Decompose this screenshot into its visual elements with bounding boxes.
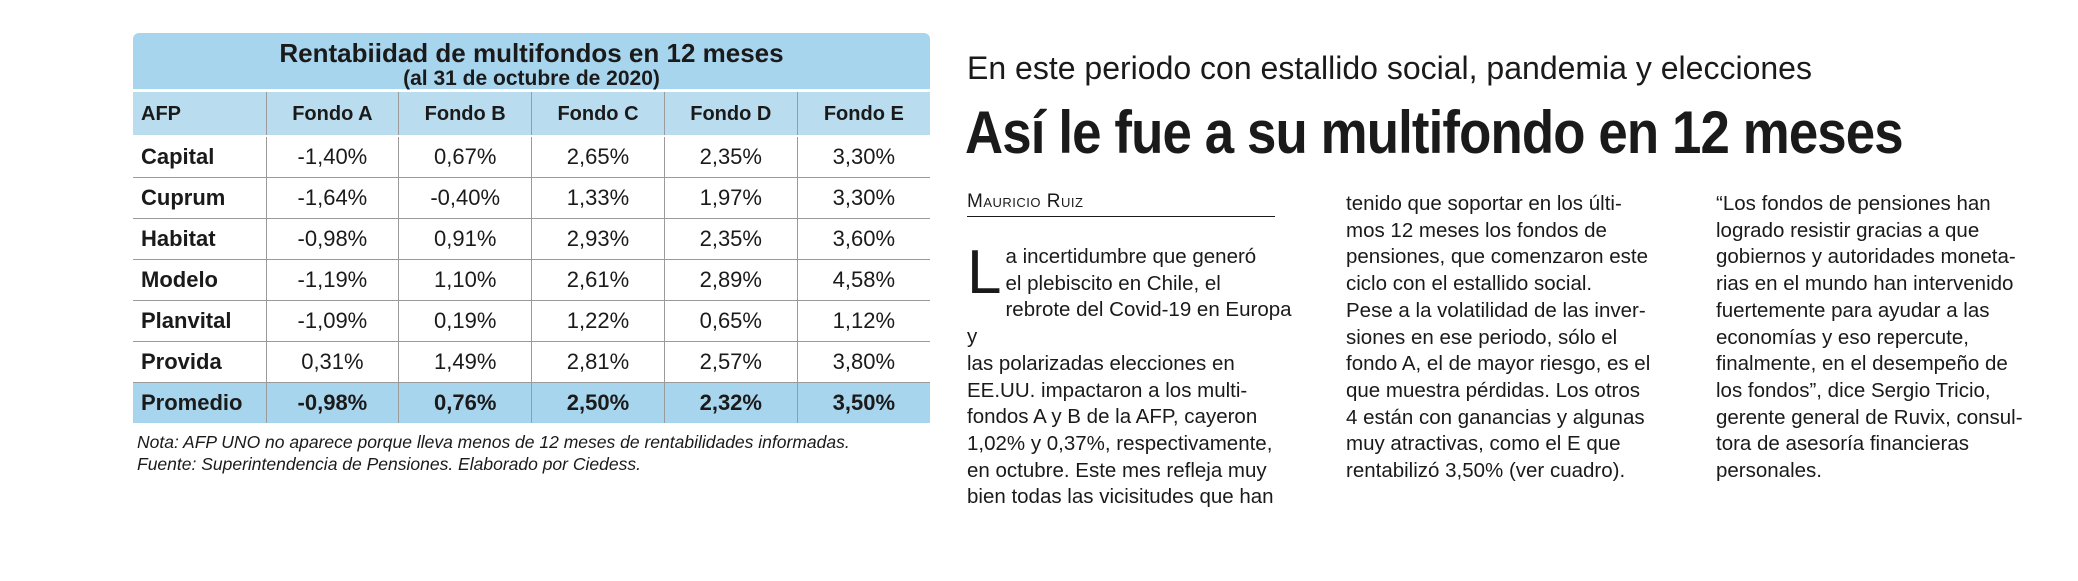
afp-name: Planvital bbox=[133, 300, 266, 342]
table-cell: 3,30% bbox=[796, 136, 930, 178]
table-cell: 2,81% bbox=[531, 341, 665, 383]
table-cell: 0,31% bbox=[265, 341, 399, 383]
table-source: Fuente: Superintendencia de Pensiones. E… bbox=[137, 454, 641, 474]
table-title: Rentabiidad de multifondos en 12 meses bbox=[279, 38, 784, 68]
afp-name: Habitat bbox=[133, 218, 266, 260]
article-column-2: tenido que soportar en los últi- mos 12 … bbox=[1346, 192, 1651, 483]
returns-table: AFP Fondo A Fondo B Fondo C Fondo D Fond… bbox=[133, 92, 930, 423]
header-afp: AFP bbox=[133, 92, 266, 137]
header-fondo-e: Fondo E bbox=[796, 92, 930, 137]
table-cell: -1,09% bbox=[265, 300, 399, 342]
average-cell: 0,76% bbox=[398, 382, 532, 423]
article-kicker: En este periodo con estallido social, pa… bbox=[967, 50, 1812, 86]
header-fondo-d: Fondo D bbox=[663, 92, 798, 137]
afp-name: Capital bbox=[133, 136, 266, 178]
table-row: Cuprum -1,64% -0,40% 1,33% 1,97% 3,30% bbox=[133, 177, 930, 219]
table-cell: 2,89% bbox=[663, 259, 798, 301]
table-cell: -1,64% bbox=[265, 177, 399, 219]
average-cell: 2,32% bbox=[663, 382, 798, 423]
article-headline: Así le fue a su multifondo en 12 meses bbox=[965, 99, 1904, 166]
table-cell: 2,57% bbox=[663, 341, 798, 383]
table-cell: -0,40% bbox=[398, 177, 532, 219]
afp-name: Provida bbox=[133, 341, 266, 383]
table-note: Nota: AFP UNO no aparece porque lleva me… bbox=[137, 432, 850, 452]
average-label: Promedio bbox=[133, 382, 266, 423]
table-cell: 0,19% bbox=[398, 300, 532, 342]
table-cell: 2,61% bbox=[531, 259, 665, 301]
table-cell: 4,58% bbox=[796, 259, 930, 301]
table-title-bar: Rentabiidad de multifondos en 12 meses (… bbox=[133, 33, 930, 92]
average-cell: 2,50% bbox=[531, 382, 665, 423]
table-cell: 2,35% bbox=[663, 218, 798, 260]
table-cell: 3,80% bbox=[796, 341, 930, 383]
average-row: Promedio -0,98% 0,76% 2,50% 2,32% 3,50% bbox=[133, 382, 930, 423]
table-row: Habitat -0,98% 0,91% 2,93% 2,35% 3,60% bbox=[133, 218, 930, 260]
table-cell: 0,65% bbox=[663, 300, 798, 342]
article-byline: Mauricio Ruiz bbox=[967, 191, 1275, 217]
table-cell: 1,12% bbox=[796, 300, 930, 342]
returns-table-block: Rentabiidad de multifondos en 12 meses (… bbox=[133, 33, 930, 475]
average-cell: 3,50% bbox=[796, 382, 930, 423]
table-row: Planvital -1,09% 0,19% 1,22% 0,65% 1,12% bbox=[133, 300, 930, 342]
header-fondo-b: Fondo B bbox=[398, 92, 532, 137]
table-cell: 3,30% bbox=[796, 177, 930, 219]
table-cell: 1,10% bbox=[398, 259, 532, 301]
article-column-3: “Los fondos de pensiones han logrado res… bbox=[1716, 192, 2023, 483]
table-row: Capital -1,40% 0,67% 2,65% 2,35% 3,30% bbox=[133, 136, 930, 178]
table-cell: 1,22% bbox=[531, 300, 665, 342]
drop-cap: L bbox=[967, 238, 1002, 307]
table-cell: -1,19% bbox=[265, 259, 399, 301]
header-fondo-a: Fondo A bbox=[265, 92, 399, 137]
header-fondo-c: Fondo C bbox=[531, 92, 665, 137]
table-header-row: AFP Fondo A Fondo B Fondo C Fondo D Fond… bbox=[133, 92, 930, 137]
table-cell: 2,35% bbox=[663, 136, 798, 178]
column-1-text: a incertidumbre que generó el plebiscito… bbox=[967, 245, 1292, 509]
table-subtitle: (al 31 de octubre de 2020) bbox=[403, 67, 660, 90]
table-cell: 1,49% bbox=[398, 341, 532, 383]
table-cell: 0,91% bbox=[398, 218, 532, 260]
afp-name: Cuprum bbox=[133, 177, 266, 219]
table-cell: 2,93% bbox=[531, 218, 665, 260]
table-row: Provida 0,31% 1,49% 2,81% 2,57% 3,80% bbox=[133, 341, 930, 383]
average-cell: -0,98% bbox=[265, 382, 399, 423]
table-cell: 1,97% bbox=[663, 177, 798, 219]
table-cell: 1,33% bbox=[531, 177, 665, 219]
table-cell: -1,40% bbox=[265, 136, 399, 178]
table-cell: 3,60% bbox=[796, 218, 930, 260]
afp-name: Modelo bbox=[133, 259, 266, 301]
table-cell: -0,98% bbox=[265, 218, 399, 260]
table-row: Modelo -1,19% 1,10% 2,61% 2,89% 4,58% bbox=[133, 259, 930, 301]
table-cell: 2,65% bbox=[531, 136, 665, 178]
table-notes: Nota: AFP UNO no aparece porque lleva me… bbox=[133, 431, 930, 475]
table-cell: 0,67% bbox=[398, 136, 532, 178]
